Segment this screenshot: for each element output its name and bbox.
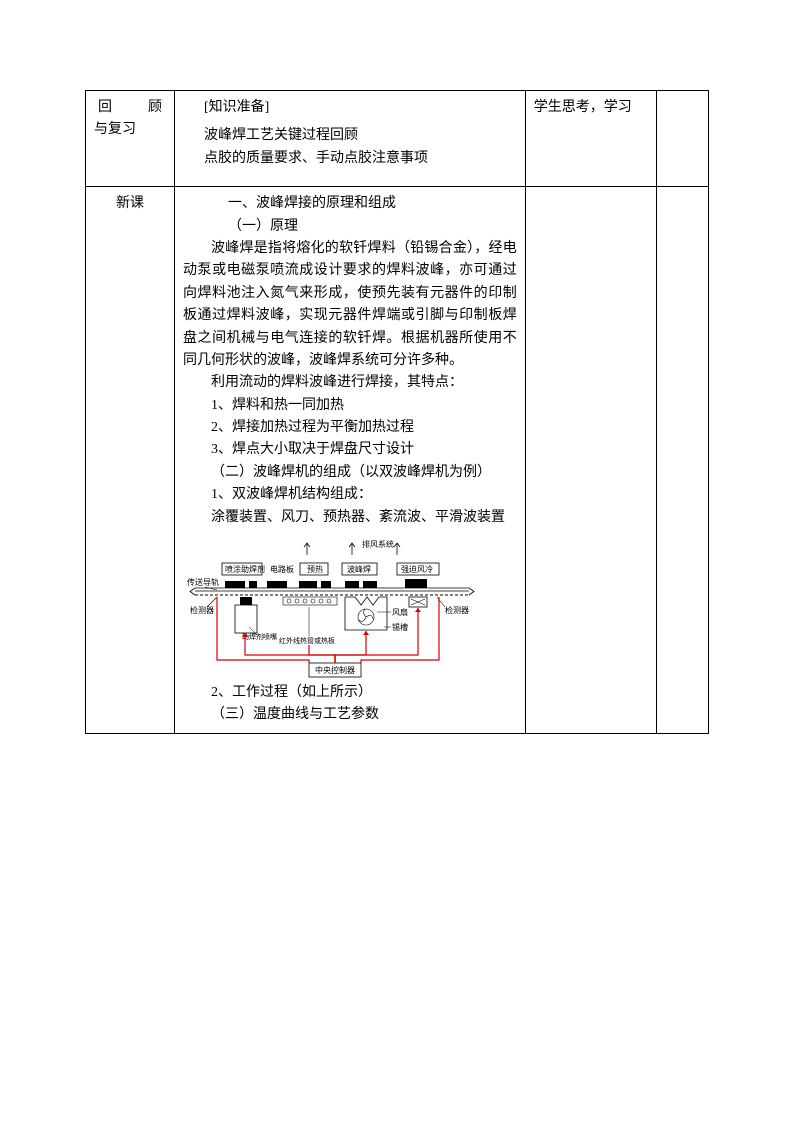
cell-empty-1 — [656, 91, 708, 187]
cell-newlesson-content: 一、波峰焊接的原理和组成 （一）原理 波峰焊是指将熔化的软钎焊料（铅锡合金），经… — [175, 187, 526, 734]
label-controller: 中央控制器 — [315, 665, 355, 675]
label-track: 传送导轨 — [187, 577, 219, 587]
label-fan: 风扇 — [392, 607, 408, 617]
stage-label-b: 与复习 — [94, 119, 166, 141]
label-preheat: 预热 — [307, 564, 323, 574]
label-tank: 锡槽 — [392, 622, 408, 632]
label-spray: 喷涂助焊剂 — [225, 564, 265, 574]
label-detector-left: 检测器 — [190, 605, 214, 615]
label-ir: 红外线热管或热板 — [279, 636, 335, 645]
lesson-plan-table: 回 顾 与复习 [知识准备] 波峰焊工艺关键过程回顾 点胶的质量要求、手动点胶注… — [85, 90, 709, 734]
feature-item-3: 3、焊点大小取决于焊盘尺寸设计 — [183, 439, 521, 461]
heading-1b: （二）波峰焊机的组成（以双波峰焊机为例） — [183, 462, 521, 484]
feature-item-2: 2、焊接加热过程为平衡加热过程 — [183, 417, 521, 439]
diagram-svg: 排风系统 喷涂助焊剂 电路板 预热 波峰焊 强迫风冷 — [187, 535, 477, 680]
cell-stage-newlesson: 新课 — [86, 187, 175, 734]
paragraph-principle: 波峰焊是指将熔化的软钎焊料（铅锡合金），经电动泵或电磁泵喷流成设计要求的焊料波峰… — [179, 238, 521, 372]
label-wave: 波峰焊 — [347, 564, 371, 574]
review-heading: [知识准备] — [183, 97, 517, 119]
heading-1: 一、波峰焊接的原理和组成 — [207, 193, 521, 215]
heading-1c: （三）温度曲线与工艺参数 — [183, 704, 521, 726]
review-line1: 波峰焊工艺关键过程回顾 — [183, 125, 517, 147]
cell-empty-2 — [656, 187, 708, 734]
paragraph-features-intro: 利用流动的焊料波峰进行焊接，其特点： — [183, 372, 521, 394]
table-row: 新课 一、波峰焊接的原理和组成 （一）原理 波峰焊是指将熔化的软钎焊料（铅锡合金… — [86, 187, 709, 734]
cell-student-activity: 学生思考，学习 — [525, 91, 656, 187]
heading-1a: （一）原理 — [207, 216, 521, 238]
student-activity-text: 学生思考，学习 — [534, 100, 632, 115]
stage-label-new: 新课 — [94, 193, 166, 215]
cell-stage-review: 回 顾 与复习 — [86, 91, 175, 187]
label-forcecool: 强迫风冷 — [401, 564, 433, 574]
label-exhaust: 排风系统 — [362, 539, 394, 549]
cell-review-content: [知识准备] 波峰焊工艺关键过程回顾 点胶的质量要求、手动点胶注意事项 — [175, 91, 526, 187]
feature-item-1: 1、焊料和热一同加热 — [183, 395, 521, 417]
structure-components: 涂覆装置、风刀、预热器、紊流波、平滑波装置 — [183, 507, 521, 529]
spacer — [183, 170, 517, 180]
label-detector-right: 检测器 — [445, 605, 469, 615]
wave-solder-diagram: 排风系统 喷涂助焊剂 电路板 预热 波峰焊 强迫风冷 — [187, 535, 477, 680]
label-board: 电路板 — [270, 564, 294, 574]
review-line2: 点胶的质量要求、手动点胶注意事项 — [183, 148, 517, 170]
process-item-2: 2、工作过程（如上所示） — [183, 682, 521, 704]
cell-student-activity-2 — [525, 187, 656, 734]
structure-item-1: 1、双波峰焊机结构组成： — [183, 484, 521, 506]
table-row: 回 顾 与复习 [知识准备] 波峰焊工艺关键过程回顾 点胶的质量要求、手动点胶注… — [86, 91, 709, 187]
stage-label-a: 回 顾 — [94, 97, 166, 119]
